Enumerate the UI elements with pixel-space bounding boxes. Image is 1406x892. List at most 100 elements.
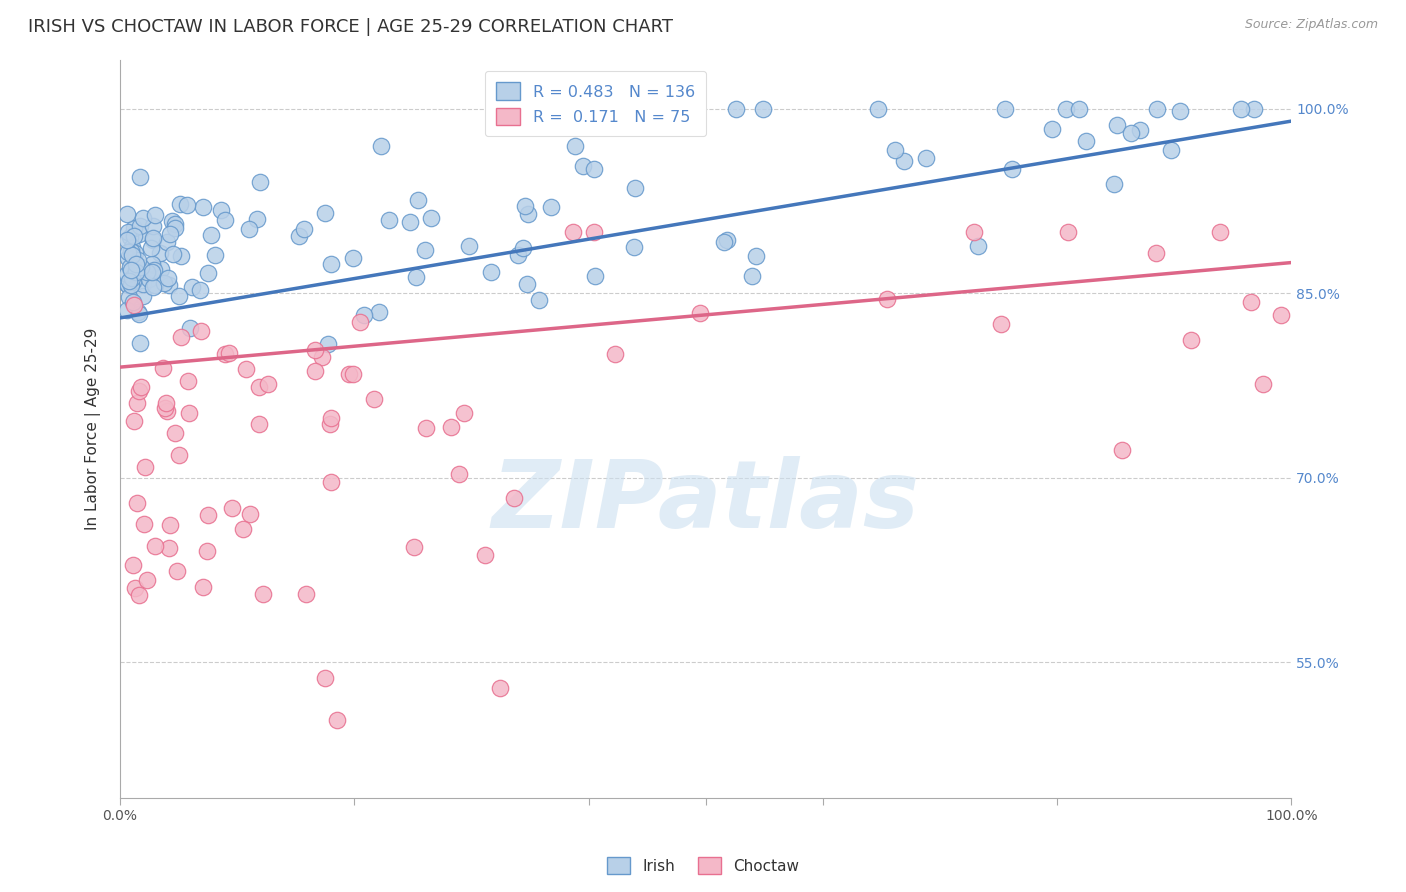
Legend: R = 0.483   N = 136, R =  0.171   N = 75: R = 0.483 N = 136, R = 0.171 N = 75 bbox=[485, 71, 706, 136]
Point bbox=[314, 671, 336, 685]
Text: ZIPatlas: ZIPatlas bbox=[492, 457, 920, 549]
Point bbox=[1144, 246, 1167, 260]
Point bbox=[143, 277, 166, 292]
Point bbox=[314, 206, 336, 220]
Point bbox=[132, 277, 155, 292]
Point bbox=[440, 420, 463, 434]
Point bbox=[1209, 225, 1232, 239]
Point bbox=[163, 217, 186, 231]
Point bbox=[751, 102, 773, 116]
Point bbox=[169, 197, 191, 211]
Point bbox=[540, 200, 562, 214]
Point bbox=[247, 417, 270, 431]
Point bbox=[159, 227, 181, 241]
Point bbox=[1243, 102, 1265, 116]
Point bbox=[1076, 134, 1098, 148]
Text: IRISH VS CHOCTAW IN LABOR FORCE | AGE 25-29 CORRELATION CHART: IRISH VS CHOCTAW IN LABOR FORCE | AGE 25… bbox=[28, 18, 673, 36]
Point bbox=[190, 324, 212, 338]
Point bbox=[143, 208, 166, 222]
Point bbox=[155, 396, 177, 410]
Point bbox=[256, 377, 278, 392]
Point bbox=[204, 248, 226, 262]
Point bbox=[122, 229, 145, 244]
Point bbox=[125, 396, 148, 410]
Point bbox=[191, 200, 214, 214]
Point bbox=[148, 245, 170, 260]
Point bbox=[238, 221, 260, 235]
Point bbox=[166, 564, 188, 578]
Point bbox=[1160, 143, 1182, 157]
Point bbox=[157, 541, 180, 555]
Point bbox=[191, 580, 214, 594]
Point bbox=[120, 260, 142, 275]
Point bbox=[527, 293, 550, 307]
Point bbox=[128, 219, 150, 234]
Point bbox=[200, 227, 222, 242]
Point bbox=[741, 268, 763, 283]
Point bbox=[603, 346, 626, 360]
Point bbox=[914, 151, 936, 165]
Point bbox=[415, 420, 437, 434]
Point bbox=[121, 558, 143, 573]
Point bbox=[583, 269, 606, 284]
Point bbox=[326, 713, 349, 727]
Point bbox=[181, 280, 204, 294]
Point bbox=[195, 543, 218, 558]
Point bbox=[124, 246, 146, 260]
Point bbox=[125, 257, 148, 271]
Point bbox=[883, 143, 905, 157]
Point bbox=[1128, 123, 1150, 137]
Point bbox=[163, 220, 186, 235]
Point bbox=[128, 588, 150, 602]
Point bbox=[176, 198, 198, 212]
Point bbox=[288, 228, 311, 243]
Point bbox=[513, 199, 536, 213]
Point bbox=[378, 213, 401, 227]
Point bbox=[249, 175, 271, 189]
Point bbox=[115, 303, 138, 318]
Point bbox=[141, 265, 163, 279]
Point bbox=[221, 500, 243, 515]
Point bbox=[170, 249, 193, 263]
Point bbox=[152, 360, 174, 375]
Point bbox=[120, 244, 142, 259]
Point bbox=[453, 406, 475, 420]
Point bbox=[162, 247, 184, 261]
Point bbox=[170, 330, 193, 344]
Point bbox=[503, 491, 526, 505]
Point bbox=[129, 379, 152, 393]
Point bbox=[129, 260, 152, 275]
Point bbox=[716, 233, 738, 247]
Point bbox=[142, 231, 165, 245]
Point bbox=[1067, 102, 1090, 116]
Point bbox=[1000, 162, 1022, 177]
Point bbox=[990, 318, 1012, 332]
Point bbox=[127, 252, 149, 267]
Point bbox=[516, 207, 538, 221]
Point bbox=[994, 102, 1017, 116]
Point bbox=[353, 308, 375, 322]
Point bbox=[623, 240, 645, 254]
Point bbox=[420, 211, 443, 226]
Point bbox=[135, 264, 157, 278]
Point bbox=[405, 269, 427, 284]
Point bbox=[893, 154, 915, 169]
Point bbox=[127, 305, 149, 319]
Point bbox=[963, 225, 986, 239]
Point bbox=[368, 305, 391, 319]
Text: Source: ZipAtlas.com: Source: ZipAtlas.com bbox=[1244, 18, 1378, 31]
Point bbox=[1119, 126, 1142, 140]
Point bbox=[132, 516, 155, 531]
Point bbox=[232, 522, 254, 536]
Point bbox=[1102, 177, 1125, 191]
Point bbox=[117, 225, 139, 239]
Point bbox=[304, 364, 326, 378]
Point bbox=[311, 351, 333, 365]
Point bbox=[1111, 442, 1133, 457]
Point bbox=[156, 270, 179, 285]
Point bbox=[150, 261, 173, 276]
Point bbox=[304, 343, 326, 357]
Point bbox=[124, 582, 146, 596]
Point bbox=[197, 266, 219, 280]
Point bbox=[153, 401, 176, 416]
